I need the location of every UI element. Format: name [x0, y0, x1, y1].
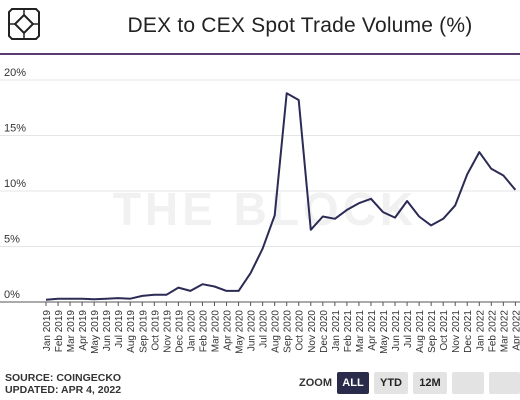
zoom-button-12m[interactable]: 12M: [413, 372, 447, 394]
zoom-button-option-4[interactable]: [489, 372, 520, 394]
x-tick-label: Sep 2019: [138, 310, 149, 353]
grid-lines: [0, 79, 520, 303]
x-tick-label: May 2020: [235, 310, 246, 354]
x-tick-label: Apr 2019: [78, 310, 89, 351]
x-tick-label: Jul 2019: [114, 310, 125, 348]
x-tick-label: Nov 2021: [451, 310, 462, 353]
y-tick-label: 20%: [4, 67, 26, 79]
x-tick-label: Jun 2021: [391, 310, 402, 352]
x-tick-label: Jun 2020: [247, 310, 258, 352]
x-tick-label: Apr 2022: [511, 310, 520, 351]
header: DEX to CEX Spot Trade Volume (%): [0, 0, 520, 55]
y-tick-label: 0%: [4, 289, 20, 301]
y-tick-label: 15%: [4, 123, 26, 135]
x-tick-label: Mar 2020: [210, 310, 221, 353]
x-tick-label: Nov 2019: [162, 310, 173, 353]
line-chart: THE BLOCK 0% 5% 10% 15% 20% Jan 2019 Feb 2019…: [0, 67, 520, 354]
series-line: [45, 92, 517, 301]
x-tick-label: Dec 2020: [319, 310, 330, 353]
x-tick-label: Sep 2020: [283, 310, 294, 353]
x-tick-label: Jan 2020: [186, 310, 197, 352]
x-tick-label: Jun 2019: [102, 310, 113, 352]
watermark: THE BLOCK: [113, 183, 417, 235]
x-tick-label: Oct 2020: [295, 310, 306, 351]
footer-source-block: SOURCE: COINGECKO UPDATED: APR 4, 2022: [5, 372, 121, 396]
x-tick-label: Aug 2019: [126, 310, 137, 353]
x-tick-label: May 2021: [379, 310, 390, 354]
zoom-label: ZOOM: [299, 377, 332, 389]
x-tick-label: Feb 2022: [487, 310, 498, 353]
x-tick-label: Mar 2021: [355, 310, 366, 353]
x-tick-label: Jul 2021: [403, 310, 414, 348]
y-tick-label: 5%: [4, 234, 20, 246]
x-tick-label: Feb 2020: [198, 310, 209, 353]
x-tick-label: Feb 2021: [343, 310, 354, 353]
x-tick-label: Nov 2020: [307, 310, 318, 353]
x-tick-label: Feb 2019: [54, 310, 65, 353]
x-tick-label: Sep 2021: [427, 310, 438, 353]
x-tick-label: Oct 2019: [150, 310, 161, 351]
x-tick-label: May 2019: [90, 310, 101, 354]
x-tick-label: Jul 2020: [259, 310, 270, 348]
x-tick-label: Jan 2019: [42, 310, 53, 352]
the-block-logo-icon: [8, 8, 40, 40]
x-axis: Jan 2019 Feb 2019 Mar 2019 Apr 2019 May 2019…: [42, 302, 520, 354]
x-tick-label: Mar 2022: [499, 310, 510, 353]
chart-title: DEX to CEX Spot Trade Volume (%): [127, 14, 473, 37]
header-divider: [0, 53, 520, 55]
source-label: SOURCE: COINGECKO: [5, 372, 122, 384]
zoom-button-option-3[interactable]: [452, 372, 484, 394]
x-tick-label: Apr 2021: [367, 310, 378, 351]
x-tick-label: Dec 2021: [463, 310, 474, 353]
x-tick-label: Apr 2020: [223, 310, 234, 351]
x-tick-label: Dec 2019: [174, 310, 185, 353]
zoom-button-ytd[interactable]: YTD: [374, 372, 408, 394]
x-tick-label: Jan 2022: [475, 310, 486, 352]
x-tick-label: Mar 2019: [66, 310, 77, 353]
updated-label: UPDATED: APR 4, 2022: [5, 384, 122, 396]
x-tick-label: Aug 2020: [271, 310, 282, 353]
zoom-button-all[interactable]: ALL: [337, 372, 369, 394]
x-tick-label: Jan 2021: [331, 310, 342, 352]
y-axis: 0% 5% 10% 15% 20%: [4, 67, 26, 301]
x-tick-label: Oct 2021: [439, 310, 450, 351]
x-tick-label: Aug 2021: [415, 310, 426, 353]
y-tick-label: 10%: [4, 178, 26, 190]
